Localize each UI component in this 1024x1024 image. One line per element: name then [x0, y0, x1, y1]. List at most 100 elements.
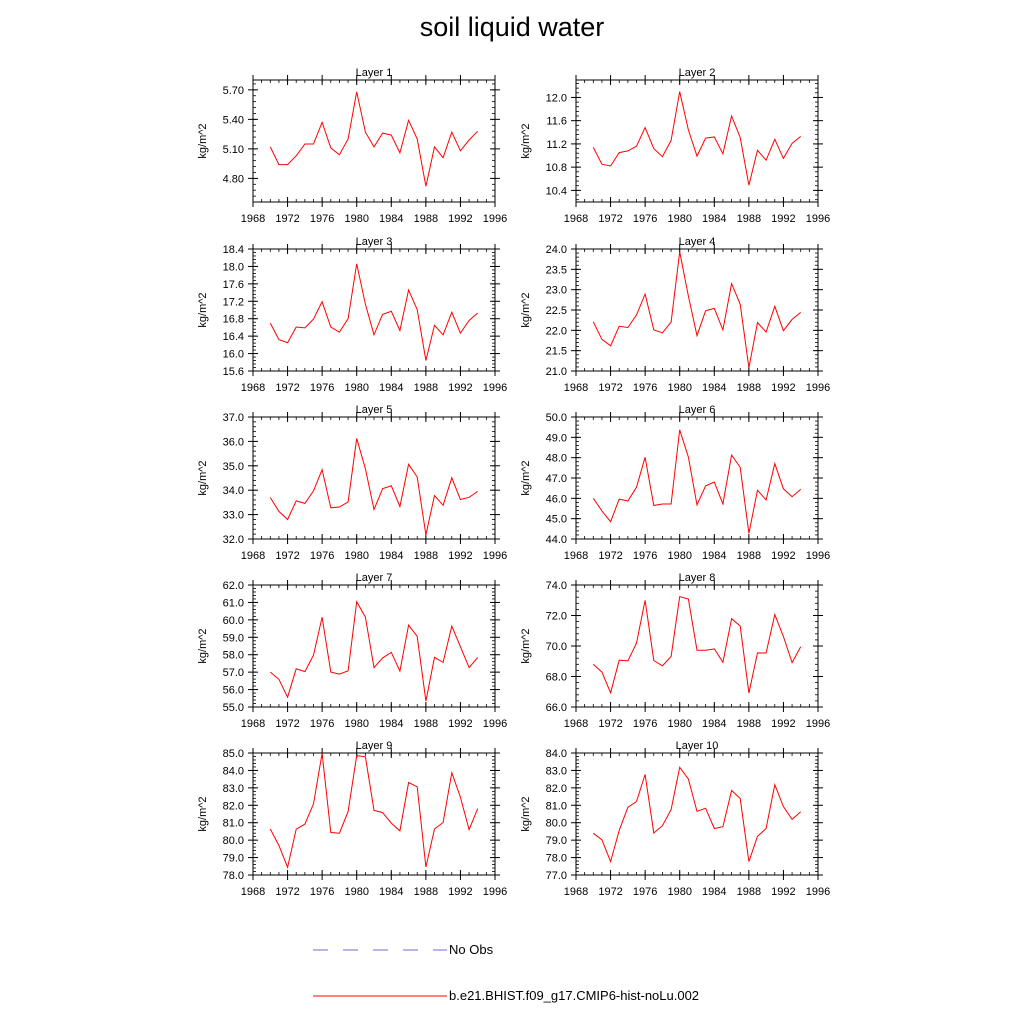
- panel-8-y-tick-label: 66.0: [546, 702, 567, 714]
- panel-7-y-tick-label: 59.0: [223, 632, 244, 644]
- panel-2-x-tick-label: 1972: [598, 213, 622, 225]
- panel-7-x-tick-label: 1996: [483, 718, 507, 730]
- panel-3-x-tick-label: 1996: [483, 382, 507, 394]
- panel-8-x-tick-label: 1984: [702, 718, 726, 730]
- panel-10-y-tick-label: 77.0: [546, 870, 567, 882]
- panel-3-y-tick-label: 15.6: [223, 366, 244, 378]
- panel-3-x-tick-label: 1980: [344, 382, 368, 394]
- panel-5-y-tick-label: 34.0: [223, 485, 244, 497]
- panel-7-y-tick-label: 60.0: [223, 615, 244, 627]
- panel-9-x-tick-label: 1992: [448, 886, 472, 898]
- panel-8-y-tick-label: 72.0: [546, 611, 567, 623]
- panel-7-x-tick-label: 1976: [310, 718, 334, 730]
- panel-9-frame: [252, 752, 496, 876]
- panel-10-y-tick-label: 79.0: [546, 835, 567, 847]
- panel-5-y-axis-label: kg/m^2: [197, 460, 209, 495]
- panel-10-x-tick-label: 1976: [633, 886, 657, 898]
- panel-4-frame: [575, 248, 819, 372]
- panel-1-y-tick-label: 5.10: [223, 144, 244, 156]
- panel-10-title: Layer 10: [676, 740, 719, 752]
- panel-5-y-tick-label: 33.0: [223, 510, 244, 522]
- panel-1-x-tick-label: 1972: [275, 213, 299, 225]
- panel-8-series-line: [592, 595, 802, 695]
- panel-6-frame: [575, 416, 819, 540]
- panel-1-title: Layer 1: [356, 67, 393, 79]
- panel-3-series-line: [269, 263, 479, 361]
- panel-7-x-tick-label: 1992: [448, 718, 472, 730]
- panel-9-series-line: [269, 753, 479, 869]
- panel-6-y-tick-label: 46.0: [546, 493, 567, 505]
- panel-4-y-tick-label: 22.5: [546, 305, 567, 317]
- panel-9-y-tick-label: 83.0: [223, 783, 244, 795]
- panel-9-y-tick-label: 79.0: [223, 853, 244, 865]
- legend-label-model-run: b.e21.BHIST.f09_g17.CMIP6-hist-noLu.002: [449, 988, 700, 1003]
- panel-9-x-tick-label: 1984: [379, 886, 403, 898]
- panel-2-y-tick-label: 11.6: [546, 116, 567, 128]
- panel-5-frame: [252, 416, 496, 540]
- panel-4-x-tick-label: 1992: [771, 382, 795, 394]
- panel-2-y-tick-label: 11.2: [546, 139, 567, 151]
- panel-1-x-tick-label: 1996: [483, 213, 507, 225]
- panel-7-frame: [252, 584, 496, 708]
- panel-1-x-tick-label: 1988: [414, 213, 438, 225]
- panel-1-y-tick-label: 4.80: [223, 173, 244, 185]
- panel-4-y-axis-label: kg/m^2: [520, 292, 532, 327]
- panel-2-frame: [575, 79, 819, 203]
- panel-6-x-tick-label: 1992: [771, 550, 795, 562]
- panel-8-title: Layer 8: [679, 572, 716, 584]
- panel-8-y-tick-label: 74.0: [546, 580, 567, 592]
- panel-3-y-axis-label: kg/m^2: [197, 292, 209, 327]
- panel-10-x-tick-label: 1988: [737, 886, 761, 898]
- panel-6-x-tick-label: 1980: [667, 550, 691, 562]
- panel-4-y-tick-label: 21.5: [546, 346, 567, 358]
- panel-4-x-tick-label: 1980: [667, 382, 691, 394]
- panel-5-x-tick-label: 1988: [414, 550, 438, 562]
- figure-title: soil liquid water: [419, 12, 605, 42]
- panel-6-y-tick-label: 48.0: [546, 453, 567, 465]
- panel-7-y-tick-label: 57.0: [223, 667, 244, 679]
- panel-6-y-tick-label: 44.0: [546, 534, 567, 546]
- panel-9-y-axis-label: kg/m^2: [197, 796, 209, 831]
- panel-10-y-tick-label: 84.0: [546, 748, 567, 760]
- panel-3-x-tick-label: 1988: [414, 382, 438, 394]
- panel-10-x-tick-label: 1992: [771, 886, 795, 898]
- panel-3-x-tick-label: 1972: [275, 382, 299, 394]
- panel-6-x-tick-label: 1996: [806, 550, 830, 562]
- panel-1-x-tick-label: 1968: [241, 213, 265, 225]
- panel-9-y-tick-label: 78.0: [223, 870, 244, 882]
- panel-3-x-tick-label: 1976: [310, 382, 334, 394]
- panel-6-y-tick-label: 45.0: [546, 514, 567, 526]
- panel-4-y-tick-label: 21.0: [546, 366, 567, 378]
- panel-2-title: Layer 2: [679, 67, 716, 79]
- panel-1-x-tick-label: 1992: [448, 213, 472, 225]
- panel-4-y-tick-label: 23.0: [546, 285, 567, 297]
- panel-8-x-tick-label: 1988: [737, 718, 761, 730]
- panel-4-x-tick-label: 1972: [598, 382, 622, 394]
- panel-7-y-tick-label: 62.0: [223, 580, 244, 592]
- panel-9-y-tick-label: 84.0: [223, 765, 244, 777]
- panel-2-x-tick-label: 1976: [633, 213, 657, 225]
- panel-2-x-tick-label: 1996: [806, 213, 830, 225]
- panel-9-x-tick-label: 1980: [344, 886, 368, 898]
- panel-10-y-tick-label: 82.0: [546, 783, 567, 795]
- panel-2-y-tick-label: 10.8: [546, 162, 567, 174]
- panel-8-x-tick-label: 1968: [564, 718, 588, 730]
- panel-2-y-axis-label: kg/m^2: [520, 123, 532, 158]
- panel-3-y-tick-label: 17.6: [223, 279, 244, 291]
- panel-5-y-tick-label: 35.0: [223, 461, 244, 473]
- panel-5-y-tick-label: 32.0: [223, 534, 244, 546]
- panel-6-x-tick-label: 1984: [702, 550, 726, 562]
- panel-5-y-tick-label: 37.0: [223, 412, 244, 424]
- panel-3-y-tick-label: 17.2: [223, 296, 244, 308]
- panel-8-frame: [575, 584, 819, 708]
- panel-10-x-tick-label: 1972: [598, 886, 622, 898]
- panel-2-x-tick-label: 1984: [702, 213, 726, 225]
- panel-5-x-tick-label: 1980: [344, 550, 368, 562]
- panel-6-y-tick-label: 47.0: [546, 473, 567, 485]
- panel-5-x-tick-label: 1984: [379, 550, 403, 562]
- panel-5-x-tick-label: 1996: [483, 550, 507, 562]
- panel-8-y-tick-label: 68.0: [546, 672, 567, 684]
- panel-1-x-tick-label: 1980: [344, 213, 368, 225]
- panel-2-series-line: [592, 91, 802, 186]
